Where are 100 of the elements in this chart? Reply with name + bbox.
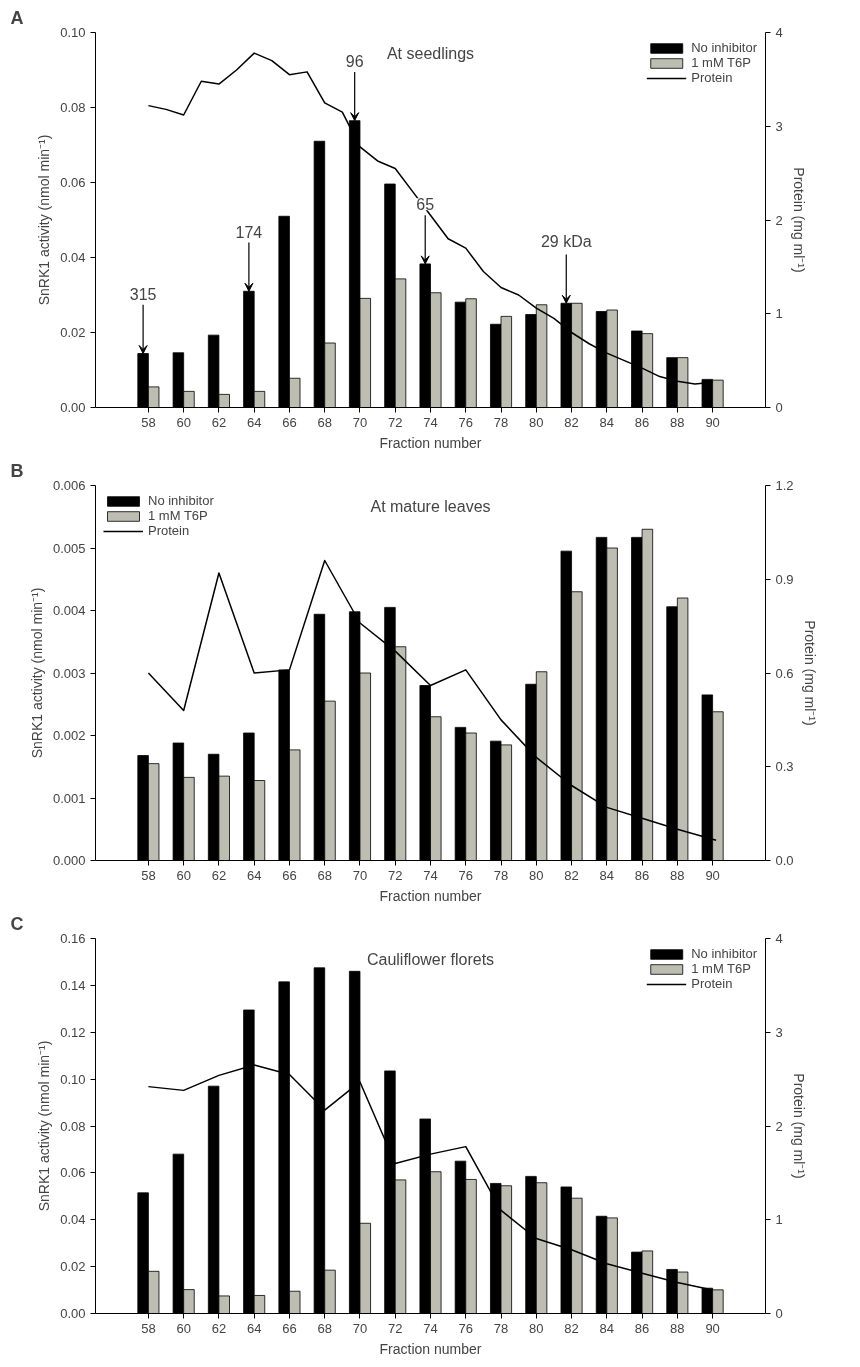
x-tick-label: 88 (670, 867, 685, 883)
x-tick-label: 72 (388, 867, 403, 883)
y-tick-label: 0.02 (60, 325, 86, 340)
y2-tick-label: 2 (775, 212, 783, 228)
text: Cauliflower florets (366, 950, 495, 968)
y2-tick-label: 1 (775, 306, 783, 322)
x-tick-label: 74 (423, 867, 438, 883)
x-tick-label: 60 (176, 1320, 191, 1336)
y-tick-label: 0.006 (52, 478, 86, 493)
y-tick-label: 0.003 (52, 665, 86, 681)
x-tick-label: 84 (599, 867, 615, 883)
annotation: 96 (345, 52, 364, 70)
y2-tick-label: 1.2 (775, 478, 794, 493)
x-tick-label: 82 (564, 414, 579, 430)
x-tick-label: 64 (246, 1320, 262, 1336)
x-tick-label: 90 (705, 414, 720, 430)
x-tick-label: 78 (493, 414, 509, 430)
y2-tick-label: 0 (775, 1306, 783, 1321)
y-tick-label: 0.005 (52, 540, 86, 556)
y2-tick-label: 2 (775, 1118, 783, 1134)
legend-label: No inhibitor (691, 40, 757, 55)
y-tick-label: 0.002 (52, 728, 86, 743)
x-tick-label: 78 (493, 867, 509, 883)
x-tick-label: 84 (599, 1320, 615, 1336)
x-tick-label: 70 (352, 867, 368, 883)
y-tick-label: 0.00 (60, 1306, 86, 1321)
legend-label: Protein (691, 70, 733, 85)
x-tick-label: 88 (670, 414, 685, 430)
legend-label: No inhibitor (691, 946, 757, 961)
legend-label: Protein (691, 976, 733, 991)
x-tick-label: 74 (423, 414, 438, 430)
x-tick-label: 68 (317, 867, 332, 883)
x-tick-label: 64 (246, 414, 262, 430)
text: At mature leaves (370, 497, 491, 515)
y2-tick-label: 3 (775, 118, 783, 134)
x-tick-label: 58 (141, 1320, 156, 1336)
x-tick-label: 60 (176, 414, 191, 430)
y2-tick-label: 0.9 (775, 571, 794, 587)
x-tick-label: 62 (211, 1320, 227, 1336)
x-tick-label: 80 (529, 414, 544, 430)
y-tick-label: 0.00 (60, 400, 86, 415)
x-tick-label: 70 (352, 414, 368, 430)
y-tick-label: 0.001 (52, 790, 86, 806)
y-tick-label: 0.000 (52, 853, 86, 868)
y-tick-label: 0.16 (60, 931, 86, 946)
x-tick-label: 82 (564, 867, 579, 883)
text: A (10, 7, 24, 28)
y-tick-label: 0.06 (60, 175, 86, 190)
y-tick-label: 0.08 (60, 100, 86, 115)
text: B (10, 460, 24, 481)
x-tick-label: 66 (282, 1320, 297, 1336)
x-tick-label: 86 (634, 1320, 650, 1336)
y2-tick-label: 4 (775, 931, 783, 946)
y2-tick-label: 0.0 (775, 853, 794, 868)
y-axis-title: SnRK1 activity (nmol min⁻¹) (36, 134, 53, 306)
x-tick-label: 76 (458, 1320, 473, 1336)
annotation: 315 (129, 285, 157, 303)
y2-tick-label: 1 (775, 1212, 783, 1228)
x-tick-label: 80 (529, 1320, 544, 1336)
y-tick-label: 0.02 (60, 1259, 86, 1275)
y-tick-label: 0.08 (60, 1118, 86, 1134)
x-tick-label: 82 (564, 1320, 579, 1336)
annotation: 29 kDa (540, 232, 592, 250)
x-axis-title: Fraction number (379, 887, 482, 904)
x-tick-label: 58 (141, 867, 156, 883)
x-tick-label: 64 (246, 867, 262, 883)
y-tick-label: 0.004 (52, 603, 86, 618)
x-tick-label: 62 (211, 414, 227, 430)
legend-label: No inhibitor (148, 493, 214, 508)
x-tick-label: 84 (599, 414, 615, 430)
y-axis-title: SnRK1 activity (nmol min⁻¹) (28, 587, 45, 759)
y2-tick-label: 0.3 (775, 759, 794, 775)
x-tick-label: 66 (282, 867, 297, 883)
x-tick-label: 70 (352, 1320, 368, 1336)
y-tick-label: 0.04 (60, 1212, 86, 1228)
x-axis-title: Fraction number (379, 1340, 482, 1357)
y-axis-title: SnRK1 activity (nmol min⁻¹) (36, 1040, 53, 1212)
y2-tick-label: 4 (775, 25, 783, 40)
x-tick-label: 62 (211, 867, 227, 883)
y-tick-label: 0.10 (60, 25, 86, 40)
x-axis-title: Fraction number (379, 434, 482, 451)
y2-axis-title: Protein (mg ml⁻¹) (790, 167, 807, 273)
x-tick-label: 86 (634, 414, 650, 430)
y-tick-label: 0.06 (60, 1165, 86, 1181)
x-tick-label: 86 (634, 867, 650, 883)
x-tick-label: 72 (388, 1320, 403, 1336)
x-tick-label: 90 (705, 867, 720, 883)
x-tick-label: 72 (388, 414, 403, 430)
x-tick-label: 76 (458, 867, 473, 883)
text: At seedlings (386, 44, 475, 62)
x-tick-label: 74 (423, 1320, 438, 1336)
x-tick-label: 88 (670, 1320, 685, 1336)
y2-tick-label: 0.6 (775, 665, 794, 681)
x-tick-label: 90 (705, 1320, 720, 1336)
x-tick-label: 78 (493, 1320, 509, 1336)
legend-label: 1 mM T6P (148, 508, 208, 523)
y2-axis-title: Protein (mg ml⁻¹) (801, 620, 818, 726)
x-tick-label: 68 (317, 414, 332, 430)
text: C (10, 913, 24, 934)
y-tick-label: 0.12 (60, 1024, 86, 1040)
